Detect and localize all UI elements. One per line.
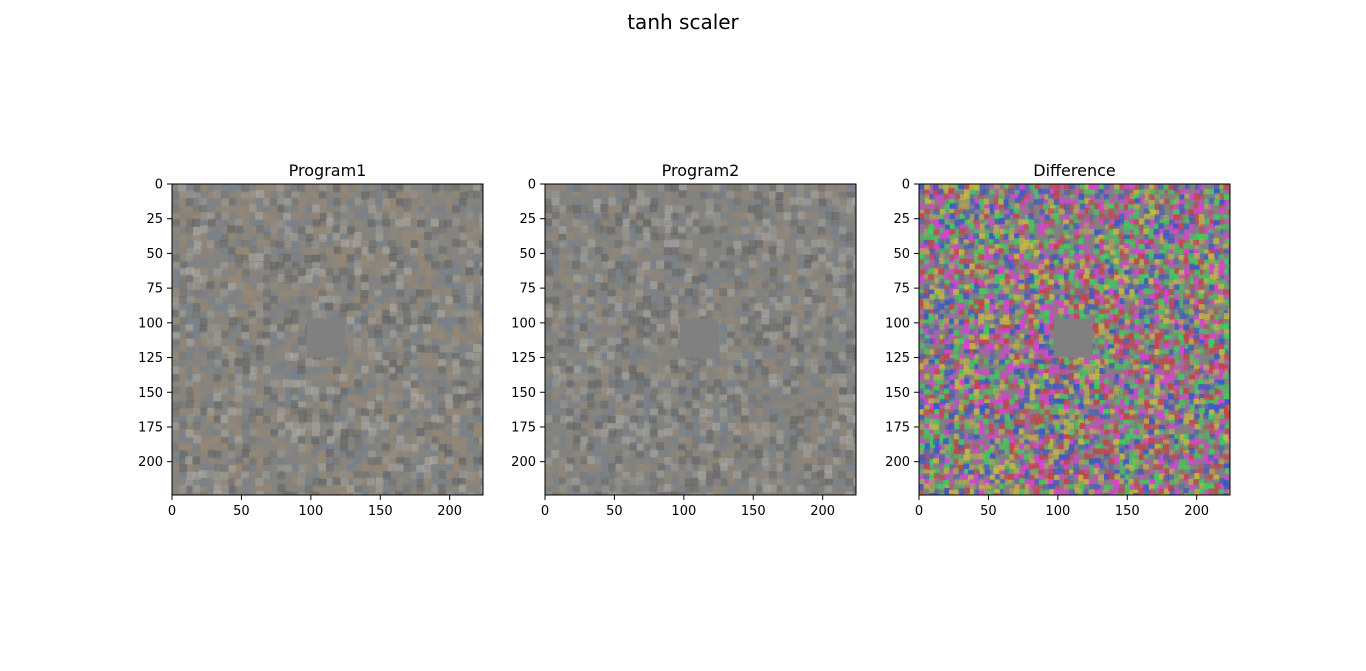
y-tick-label: 150: [885, 386, 910, 401]
y-tick-label: 50: [146, 247, 163, 262]
axes-frame: [918, 183, 1231, 496]
x-tick-label: 150: [368, 504, 393, 519]
y-tick-label: 175: [885, 420, 910, 435]
x-tick-label: 100: [1045, 504, 1070, 519]
x-tick-label: 200: [1184, 504, 1209, 519]
y-tick-label: 0: [902, 178, 910, 193]
panel-title: Difference: [1033, 161, 1115, 180]
axes-frame: [544, 183, 857, 496]
x-tick-label: 150: [741, 504, 766, 519]
x-tick-label: 200: [437, 504, 462, 519]
y-tick-label: 25: [893, 212, 910, 227]
panel-image: [919, 184, 1230, 495]
y-tick-label: 200: [511, 455, 536, 470]
y-tick-label: 200: [138, 455, 163, 470]
y-tick-label: 100: [511, 316, 536, 331]
x-tick-label: 200: [810, 504, 835, 519]
x-tick-label: 0: [915, 504, 923, 519]
panel-title: Program2: [662, 161, 740, 180]
x-tick-label: 100: [671, 504, 696, 519]
y-tick-label: 75: [146, 282, 163, 297]
x-tick-label: 0: [541, 504, 549, 519]
y-tick-label: 25: [519, 212, 536, 227]
y-tick-label: 25: [146, 212, 163, 227]
x-tick-label: 50: [980, 504, 997, 519]
y-tick-label: 50: [893, 247, 910, 262]
panel-program1: Program1 0 50 100 150 200 0 25 50 75 100 125 150 175 2…: [138, 161, 484, 519]
panel-difference: Difference 0 50 100 150 200 0 25 50 75 100 125 150 17…: [885, 161, 1231, 519]
y-tick-label: 150: [511, 386, 536, 401]
x-tick-label: 50: [233, 504, 250, 519]
x-tick-label: 50: [606, 504, 623, 519]
y-tick-label: 175: [138, 420, 163, 435]
y-tick-label: 100: [885, 316, 910, 331]
y-tick-label: 175: [511, 420, 536, 435]
figure-suptitle: tanh scaler: [627, 10, 739, 34]
x-tick-label: 150: [1115, 504, 1140, 519]
y-tick-label: 75: [519, 282, 536, 297]
y-tick-label: 125: [511, 351, 536, 366]
y-tick-label: 125: [885, 351, 910, 366]
y-tick-label: 150: [138, 386, 163, 401]
axes-frame: [171, 183, 484, 496]
occlusion-patch: [306, 318, 346, 358]
x-tick-label: 100: [298, 504, 323, 519]
y-tick-label: 125: [138, 351, 163, 366]
x-tick-label: 0: [168, 504, 176, 519]
y-tick-label: 75: [893, 282, 910, 297]
y-tick-label: 0: [528, 178, 536, 193]
occlusion-patch: [1053, 318, 1093, 358]
panel-program2: Program2 0 50 100 150 200 0 25 50 75 100 125 150 175 2…: [511, 161, 857, 519]
occlusion-patch: [679, 318, 719, 358]
panel-title: Program1: [289, 161, 367, 180]
y-tick-label: 200: [885, 455, 910, 470]
y-tick-label: 0: [155, 178, 163, 193]
y-tick-label: 50: [519, 247, 536, 262]
y-tick-label: 100: [138, 316, 163, 331]
